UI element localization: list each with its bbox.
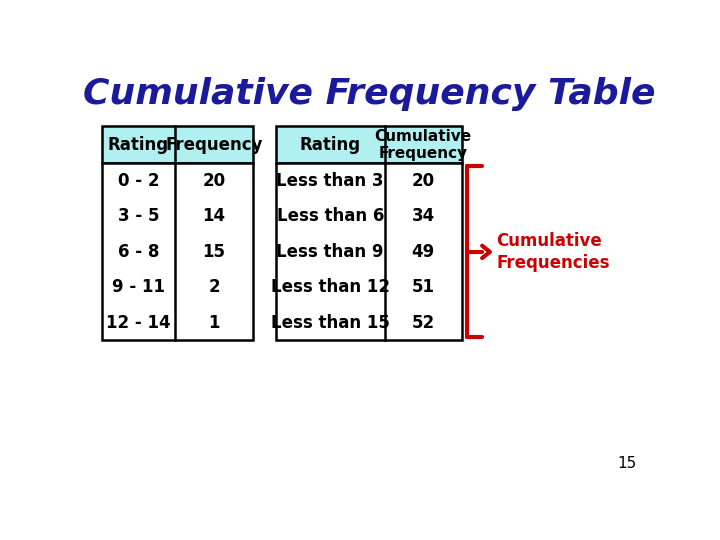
Text: 52: 52 [412, 314, 435, 332]
Text: Cumulative
Frequencies: Cumulative Frequencies [496, 232, 610, 272]
Text: 9 - 11: 9 - 11 [112, 278, 165, 296]
Text: 49: 49 [412, 243, 435, 261]
Text: Less than 6: Less than 6 [276, 207, 384, 226]
Text: Less than 9: Less than 9 [276, 243, 384, 261]
FancyBboxPatch shape [276, 126, 462, 164]
Text: 12 - 14: 12 - 14 [106, 314, 171, 332]
Text: 0 - 2: 0 - 2 [117, 172, 159, 190]
Text: Cumulative Frequency Table: Cumulative Frequency Table [83, 77, 655, 111]
Text: 1: 1 [208, 314, 220, 332]
Text: 3 - 5: 3 - 5 [117, 207, 159, 226]
Text: 51: 51 [412, 278, 435, 296]
Text: Cumulative
Frequency: Cumulative Frequency [374, 129, 472, 161]
Text: Less than 12: Less than 12 [271, 278, 390, 296]
Text: Less than 15: Less than 15 [271, 314, 390, 332]
Text: Less than 3: Less than 3 [276, 172, 384, 190]
Text: 20: 20 [202, 172, 225, 190]
Text: 34: 34 [412, 207, 435, 226]
Text: 6 - 8: 6 - 8 [118, 243, 159, 261]
Text: 2: 2 [208, 278, 220, 296]
Text: Rating: Rating [300, 136, 361, 154]
Text: Rating: Rating [108, 136, 169, 154]
Text: 20: 20 [412, 172, 435, 190]
FancyBboxPatch shape [102, 126, 253, 164]
FancyBboxPatch shape [276, 164, 462, 340]
Text: Frequency: Frequency [166, 136, 263, 154]
Text: 15: 15 [617, 456, 636, 471]
Text: 14: 14 [202, 207, 225, 226]
Text: 15: 15 [202, 243, 225, 261]
FancyBboxPatch shape [102, 164, 253, 340]
